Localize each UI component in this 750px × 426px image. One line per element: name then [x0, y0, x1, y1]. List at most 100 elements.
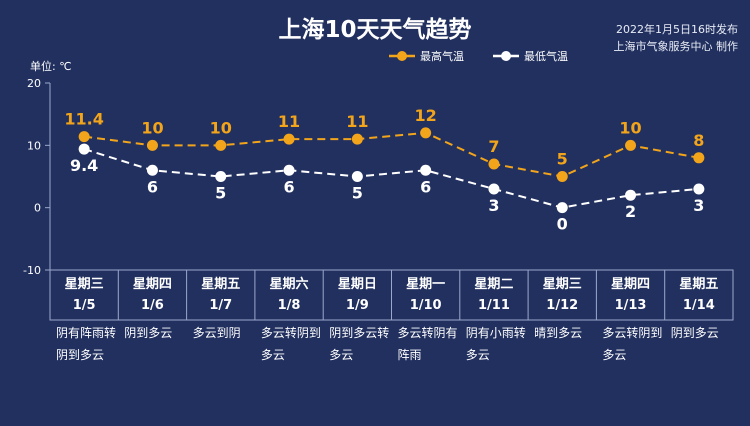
data-label-low: 5 — [352, 184, 363, 203]
data-point-high — [146, 139, 158, 151]
data-label-low: 6 — [147, 177, 158, 196]
legend-item-low: 最低气温 — [492, 48, 568, 64]
weather-condition: 晴到多云 — [534, 322, 604, 344]
day-header: 星期五 1/7 — [188, 272, 254, 320]
data-point-low — [556, 202, 568, 214]
weekday-label: 星期五 — [201, 277, 241, 292]
data-label-low: 3 — [488, 196, 499, 215]
weekday-label: 星期日 — [337, 277, 377, 292]
data-point-low — [420, 164, 432, 176]
day-header: 星期四 1/13 — [598, 272, 664, 320]
weekday-label: 星期四 — [132, 277, 172, 292]
data-label-high: 11.4 — [64, 110, 103, 129]
weather-condition: 阴到多云 — [671, 322, 741, 344]
data-label-high: 5 — [557, 150, 568, 169]
data-label-high: 10 — [619, 118, 641, 137]
data-point-low — [488, 183, 500, 195]
weekday-label: 星期二 — [474, 277, 514, 292]
data-point-high — [420, 127, 432, 139]
legend-low-marker — [493, 51, 519, 61]
data-point-low — [78, 143, 90, 155]
weekday-label: 星期三 — [542, 277, 582, 292]
condition-line: 多云 — [329, 348, 354, 362]
date-label: 1/13 — [614, 298, 647, 313]
condition-line: 阴到多云 — [124, 326, 173, 340]
date-label: 1/9 — [345, 298, 369, 313]
data-point-high — [556, 171, 568, 182]
day-header: 星期六 1/8 — [256, 272, 322, 320]
day-header: 星期日 1/9 — [324, 272, 390, 320]
y-tick-label: 20 — [27, 77, 41, 90]
data-label-low: 0 — [557, 215, 568, 234]
data-point-low — [215, 171, 227, 182]
data-point-high — [351, 133, 363, 145]
series-line-low — [83, 148, 699, 209]
condition-line: 阴到多云 — [56, 348, 105, 362]
day-header: 星期二 1/11 — [461, 272, 527, 320]
weather-condition: 多云转阴到 多云 — [261, 322, 331, 366]
data-point-high — [625, 139, 637, 151]
data-label-high: 8 — [693, 131, 704, 150]
legend-low-label: 最低气温 — [524, 50, 568, 63]
data-label-high: 11 — [278, 112, 300, 131]
day-header: 星期一 1/10 — [393, 272, 459, 320]
weather-condition: 阴到多云 — [124, 322, 194, 344]
day-header: 星期五 1/14 — [666, 272, 732, 320]
condition-line: 阵雨 — [397, 348, 422, 362]
data-point-high — [215, 139, 227, 151]
y-axis-unit: 单位: ℃ — [30, 60, 72, 73]
data-point-high — [488, 158, 500, 170]
data-label-low: 5 — [215, 184, 226, 203]
data-label-low: 6 — [283, 177, 294, 196]
date-label: 1/12 — [546, 298, 579, 313]
data-label-high: 11 — [346, 112, 368, 131]
weather-condition: 阴有阵雨转 阴到多云 — [56, 322, 126, 366]
data-label-high: 10 — [210, 118, 232, 137]
data-point-high — [283, 133, 295, 145]
data-label-low: 6 — [420, 177, 431, 196]
date-label: 1/10 — [409, 298, 442, 313]
date-label: 1/8 — [277, 298, 301, 313]
data-point-low — [351, 171, 363, 182]
weather-condition: 多云到阴 — [193, 322, 263, 344]
y-tick-label: 0 — [34, 202, 41, 215]
condition-line: 多云转阴到 — [602, 326, 663, 340]
data-point-high — [693, 152, 705, 164]
day-header: 星期四 1/6 — [119, 272, 185, 320]
condition-line: 阴到多云 — [670, 326, 719, 340]
data-label-low: 9.4 — [70, 156, 98, 175]
condition-line: 阴到多云转 — [329, 326, 390, 340]
issue-time: 2022年1月5日16时发布 — [616, 23, 738, 36]
y-tick-label: -10 — [23, 264, 41, 277]
date-label: 1/5 — [72, 298, 96, 313]
page-title: 上海10天天气趋势 — [278, 17, 472, 43]
weekday-label: 星期六 — [269, 277, 309, 292]
date-label: 1/11 — [477, 298, 510, 313]
series-line-high — [84, 131, 700, 178]
weather-condition: 阴有小雨转 多云 — [466, 322, 536, 366]
condition-line: 多云转阴有 — [397, 326, 458, 340]
date-label: 1/14 — [682, 298, 715, 313]
condition-line: 多云 — [602, 348, 627, 362]
condition-line: 阴有小雨转 — [465, 326, 526, 340]
weekday-label: 星期五 — [679, 277, 719, 292]
data-label-high: 10 — [141, 118, 163, 137]
condition-line: 晴到多云 — [534, 326, 583, 340]
day-header: 星期三 1/12 — [529, 272, 595, 320]
weekday-label: 星期一 — [406, 277, 446, 292]
date-label: 1/6 — [141, 298, 164, 313]
weather-condition: 多云转阴到 多云 — [602, 322, 672, 366]
data-point-low — [693, 183, 705, 195]
weather-condition: 多云转阴有 阵雨 — [398, 322, 468, 366]
y-tick-label: 10 — [27, 139, 41, 152]
weekday-label: 星期三 — [64, 277, 104, 292]
condition-line: 多云转阴到 — [260, 326, 321, 340]
condition-line: 阴有阵雨转 — [56, 326, 117, 340]
condition-line: 多云到阴 — [192, 326, 241, 340]
data-label-high: 7 — [488, 137, 499, 156]
data-point-high — [78, 131, 90, 143]
condition-line: 多云 — [260, 348, 285, 362]
data-point-low — [283, 164, 295, 176]
legend-high-label: 最高气温 — [420, 50, 464, 63]
